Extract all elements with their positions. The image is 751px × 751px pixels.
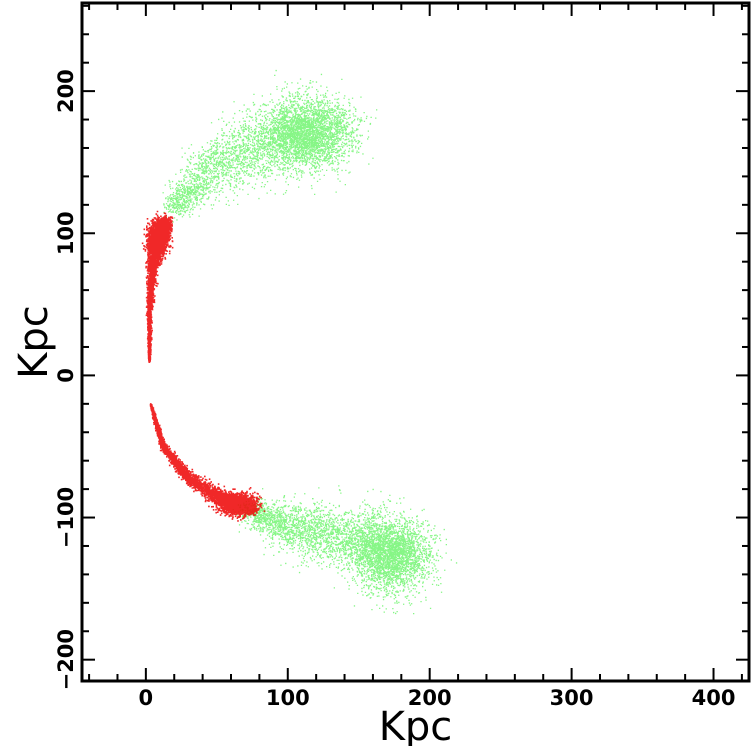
x-tick-label: 300 <box>550 686 594 710</box>
x-tick-label: 100 <box>266 686 310 710</box>
axis-ticks <box>82 3 749 681</box>
x-tick-label: 0 <box>139 686 154 710</box>
axis-tick-labels: 0 100 200 300 400 −200 −100 0 100 200 <box>54 69 735 710</box>
particle-points <box>141 210 174 363</box>
y-tick-label: 0 <box>54 368 78 383</box>
plot-frame <box>80 1 751 683</box>
y-tick-label: −100 <box>54 487 78 548</box>
particle-series-3 <box>141 210 174 363</box>
x-tick-label: 400 <box>692 686 736 710</box>
particle-points <box>162 69 378 223</box>
y-tick-label: 200 <box>54 69 78 113</box>
particle-series-1 <box>162 69 378 223</box>
y-tick-label: −200 <box>54 629 78 690</box>
y-axis-title: Kpc <box>11 305 57 379</box>
x-tick-label: 200 <box>408 686 452 710</box>
particle-series-4 <box>149 403 266 522</box>
y-tick-label: 100 <box>54 211 78 255</box>
particle-series-2 <box>232 485 458 615</box>
particle-layer <box>141 69 458 615</box>
particle-points <box>149 403 266 522</box>
particle-points <box>232 485 458 615</box>
x-axis-title: Kpc <box>379 704 453 746</box>
